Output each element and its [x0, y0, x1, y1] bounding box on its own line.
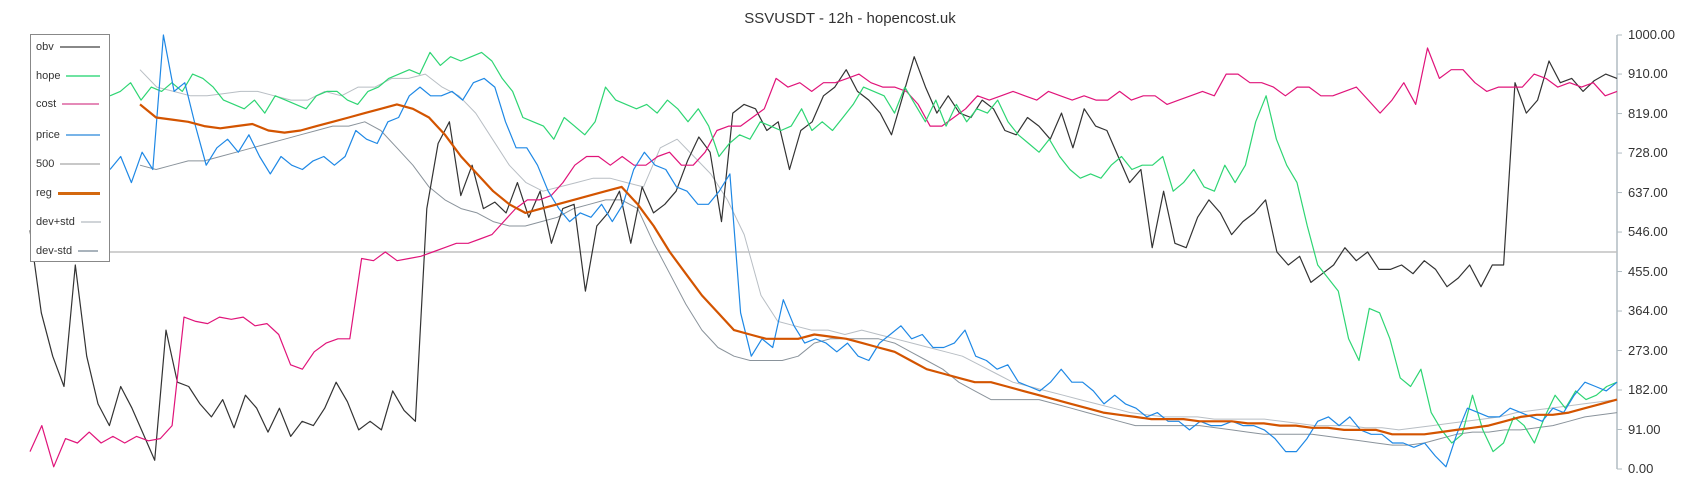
chart-title: SSVUSDT - 12h - hopencost.uk: [744, 10, 956, 27]
legend-label: obv: [36, 41, 54, 53]
y-tick-label: 728.00: [1628, 145, 1668, 161]
y-tick-label: 819.00: [1628, 105, 1668, 121]
y-tick-label: 637.00: [1628, 184, 1668, 200]
series-reg: [139, 103, 1618, 436]
legend-swatch: [57, 191, 100, 195]
y-tick-label: 910.00: [1628, 66, 1668, 82]
y-tick-label: 546.00: [1628, 224, 1668, 240]
legend-item-dev-plus-std: dev+std: [36, 214, 101, 230]
series-hope: [109, 51, 1618, 453]
legend-label: dev-std: [36, 245, 73, 257]
y-tick-label: 1000.00: [1628, 27, 1675, 42]
legend-label: price: [36, 129, 60, 141]
legend-swatch: [65, 134, 100, 136]
y-tick-label: 364.00: [1628, 303, 1668, 319]
legend-swatch: [59, 46, 100, 48]
y-tick-label: 91.00: [1628, 421, 1661, 437]
legend: obv hope cost price 500 reg dev+std dev-…: [30, 34, 110, 262]
legend-item-dev-minus-std: dev-std: [36, 243, 99, 259]
legend-label: hope: [36, 70, 61, 82]
series-cost: [29, 47, 1618, 468]
legend-item-price: price: [36, 127, 100, 143]
legend-swatch: [80, 221, 101, 223]
y-tick-label: 182.00: [1628, 382, 1668, 397]
series-dev-plus-minus-std: [139, 69, 1618, 431]
legend-swatch: [60, 163, 101, 165]
series-price: [109, 34, 1618, 468]
series-obv: [29, 56, 1618, 461]
legend-label: dev+std: [36, 216, 75, 228]
legend-item-cost: cost: [36, 96, 100, 112]
y-tick-label: 0.00: [1628, 461, 1654, 476]
legend-swatch: [62, 103, 100, 105]
series-dev-minus-std: [139, 121, 1618, 446]
y-tick-label: 455.00: [1628, 263, 1668, 279]
legend-swatch: [66, 75, 101, 77]
y-axis-ticks: [1617, 34, 1622, 470]
series-lines: [29, 34, 1618, 468]
legend-label: 500: [36, 158, 55, 170]
legend-label: cost: [36, 98, 57, 110]
legend-item-reg: reg: [36, 185, 100, 201]
y-tick-label: 273.00: [1628, 342, 1668, 358]
legend-item-500: 500: [36, 156, 101, 172]
legend-item-obv: obv: [36, 39, 100, 55]
legend-item-hope: hope: [36, 68, 101, 84]
legend-label: reg: [36, 187, 52, 199]
legend-swatch: [78, 250, 99, 252]
